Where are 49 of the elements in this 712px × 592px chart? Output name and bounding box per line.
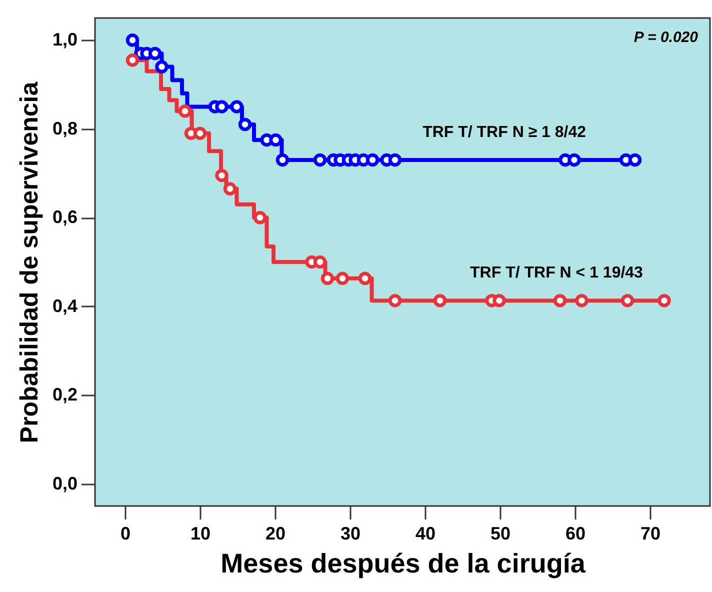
point bbox=[276, 153, 290, 167]
point bbox=[620, 294, 634, 308]
point bbox=[553, 294, 567, 308]
x-tick-label: 60 bbox=[565, 524, 586, 544]
point bbox=[215, 168, 228, 182]
point bbox=[433, 294, 447, 308]
point bbox=[313, 255, 327, 269]
point bbox=[336, 272, 350, 286]
series-label: TRF T/ TRF N ≥ 1 8/42 bbox=[422, 124, 586, 141]
point bbox=[575, 294, 588, 308]
x-tick-label: 0 bbox=[120, 524, 131, 544]
point bbox=[253, 211, 267, 224]
point bbox=[320, 272, 334, 286]
x-tick-label: 40 bbox=[415, 524, 436, 544]
point bbox=[223, 182, 237, 196]
point bbox=[568, 153, 581, 167]
point bbox=[148, 46, 162, 60]
point bbox=[658, 294, 671, 308]
point bbox=[269, 133, 282, 147]
x-tick-label: 20 bbox=[265, 524, 286, 544]
point bbox=[358, 272, 372, 286]
y-tick-label: 0,2 bbox=[52, 384, 78, 405]
point bbox=[193, 126, 207, 140]
y-tick-label: 0,0 bbox=[52, 473, 78, 494]
point bbox=[215, 100, 228, 114]
point bbox=[126, 54, 140, 67]
point bbox=[388, 294, 402, 308]
x-tick-label: 30 bbox=[340, 524, 361, 544]
point bbox=[492, 294, 506, 308]
x-tick-label: 70 bbox=[640, 524, 661, 544]
x-axis-title: Meses después de la cirugía bbox=[220, 548, 586, 578]
x-tick-label: 10 bbox=[190, 524, 211, 544]
point bbox=[155, 60, 168, 74]
series-label: TRF T/ TRF N < 1 19/43 bbox=[470, 264, 644, 282]
point bbox=[628, 153, 642, 167]
point bbox=[126, 34, 140, 47]
y-tick-label: 0,8 bbox=[52, 118, 78, 138]
y-axis-title: Probabilidad de supervivencia bbox=[15, 80, 44, 444]
annotation: P = 0.020 bbox=[634, 29, 699, 46]
point bbox=[388, 153, 402, 167]
x-tick-label: 50 bbox=[490, 524, 511, 544]
y-tick-label: 0,6 bbox=[52, 207, 78, 228]
point bbox=[366, 153, 380, 167]
point bbox=[313, 153, 327, 167]
point bbox=[230, 100, 244, 114]
y-tick-label: 1,0 bbox=[52, 30, 78, 50]
point bbox=[238, 118, 252, 132]
y-tick-label: 0,4 bbox=[52, 296, 78, 316]
point bbox=[178, 104, 192, 118]
